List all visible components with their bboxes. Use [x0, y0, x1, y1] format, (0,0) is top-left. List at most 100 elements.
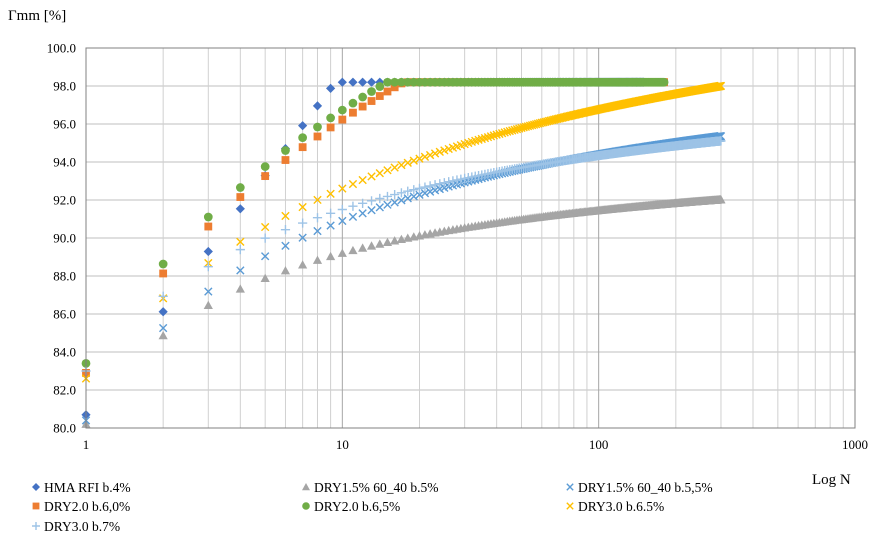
- data-point: [280, 225, 291, 235]
- data-point: [420, 189, 430, 198]
- data-point: [260, 252, 270, 261]
- data-point: [358, 77, 368, 87]
- y-axis-label: Γmm [%]: [8, 8, 66, 24]
- legend-entry: DRY2.0 b.6,0%: [32, 499, 130, 514]
- y-tick-label: 94.0: [53, 155, 76, 170]
- data-point: [204, 287, 213, 296]
- data-point: [414, 183, 425, 193]
- data-point: [348, 179, 358, 189]
- data-point: [358, 243, 368, 252]
- series-layer: [81, 77, 726, 428]
- data-point: [236, 237, 245, 246]
- series-5: [81, 81, 726, 383]
- data-point: [500, 128, 509, 137]
- data-point: [326, 113, 335, 123]
- data-point: [313, 226, 322, 236]
- data-point: [260, 233, 270, 243]
- data-point: [383, 200, 392, 209]
- data-point: [203, 262, 213, 272]
- series-1: [81, 195, 726, 428]
- y-tick-label: 100.0: [47, 41, 76, 56]
- data-point: [281, 156, 290, 164]
- series-3: [82, 78, 669, 377]
- data-point: [505, 126, 514, 136]
- data-point: [236, 193, 245, 201]
- legend-label: DRY3.0 b.6.5%: [578, 499, 664, 514]
- data-point: [260, 222, 270, 232]
- data-point: [326, 221, 335, 230]
- data-point: [497, 128, 507, 138]
- legend-label: HMA RFI b.4%: [44, 480, 131, 495]
- data-point: [312, 213, 323, 223]
- data-point: [280, 266, 291, 275]
- data-point: [383, 87, 392, 96]
- data-point: [367, 97, 376, 105]
- data-point: [397, 196, 406, 205]
- data-point: [390, 236, 400, 245]
- data-point: [483, 132, 493, 142]
- y-tick-label: 86.0: [53, 307, 76, 322]
- data-point: [158, 259, 168, 269]
- series-6: [81, 136, 726, 376]
- data-point: [409, 192, 418, 201]
- data-point: [390, 189, 400, 200]
- data-point: [495, 129, 504, 139]
- series-4: [81, 77, 669, 368]
- legend-entry: DRY3.0 b.7%: [32, 519, 120, 534]
- x-tick-label: 1000: [842, 437, 868, 452]
- data-point: [326, 123, 335, 132]
- legend-label: DRY1.5% 60_40 b.5,5%: [578, 480, 713, 495]
- data-point: [439, 178, 449, 188]
- data-point: [235, 183, 245, 192]
- data-point: [659, 77, 669, 87]
- y-tick-label: 92.0: [53, 193, 76, 208]
- data-point: [448, 176, 458, 186]
- legend-entry: DRY1.5% 60_40 b.5,5%: [566, 480, 713, 495]
- data-point: [444, 177, 454, 187]
- x-tick-label: 1: [83, 437, 90, 452]
- x-axis-ticks: 1 10 100 1000: [83, 437, 868, 452]
- legend-marker: [302, 483, 310, 491]
- data-point: [403, 77, 413, 87]
- data-point: [403, 186, 413, 196]
- legend-entry: DRY1.5% 60_40 b.5%: [302, 480, 439, 495]
- data-point: [409, 185, 419, 195]
- data-point: [420, 152, 430, 161]
- data-point: [358, 209, 367, 218]
- data-point: [716, 136, 726, 146]
- data-point: [313, 132, 322, 141]
- data-point: [375, 239, 385, 248]
- data-point: [716, 81, 726, 91]
- data-point: [358, 175, 367, 185]
- data-point: [375, 82, 385, 91]
- y-tick-label: 98.0: [53, 79, 76, 94]
- data-point: [396, 234, 407, 244]
- data-point: [430, 186, 440, 195]
- legend-marker: [32, 483, 40, 491]
- data-point: [158, 330, 168, 340]
- data-point: [503, 127, 512, 136]
- data-point: [337, 248, 347, 257]
- data-point: [281, 146, 290, 155]
- x-axis-label: Log N: [812, 472, 851, 488]
- data-point: [298, 143, 307, 152]
- data-point: [326, 189, 335, 198]
- y-tick-label: 96.0: [53, 117, 76, 132]
- data-point: [358, 92, 368, 102]
- y-tick-label: 90.0: [53, 231, 76, 246]
- data-point: [403, 158, 412, 167]
- data-point: [425, 187, 435, 196]
- data-point: [366, 196, 377, 206]
- data-point: [281, 211, 290, 221]
- legend-marker: [302, 502, 310, 510]
- data-point: [158, 323, 168, 333]
- data-point: [348, 98, 358, 108]
- data-point: [281, 241, 290, 250]
- data-point: [298, 218, 308, 228]
- data-point: [452, 175, 462, 185]
- y-tick-label: 80.0: [53, 421, 76, 436]
- legend-label: DRY2.0 b.6,5%: [314, 499, 400, 514]
- grid-lines: [85, 47, 855, 429]
- data-point: [260, 273, 270, 283]
